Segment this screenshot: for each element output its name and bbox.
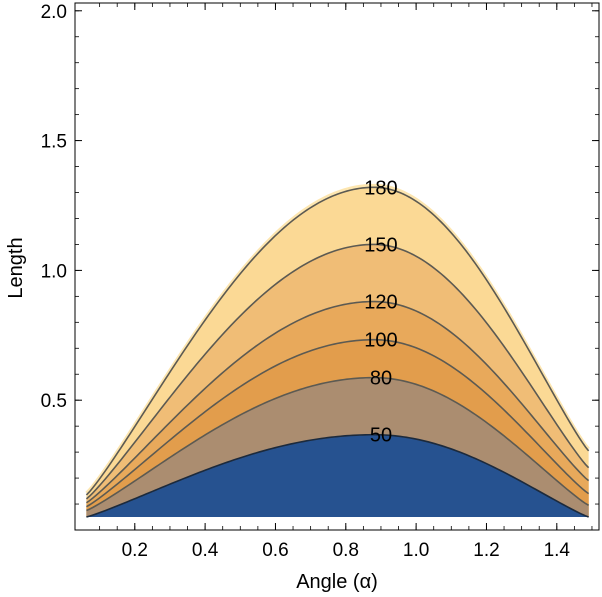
- contour-line-180: [85, 186, 590, 496]
- contour-label-120: 120: [364, 292, 397, 314]
- contour-line-150: [85, 243, 590, 500]
- x-tick-label: 1.2: [473, 540, 499, 561]
- contour-label-80: 80: [370, 368, 392, 390]
- x-tick-label: 0.6: [262, 540, 288, 561]
- contour-line-50: [86, 433, 589, 518]
- y-axis-ticks: 0.5 1.0 1.5 2.0: [41, 2, 599, 505]
- contour-top-halo: [85, 183, 590, 494]
- plot-frame: [74, 2, 600, 531]
- x-tick-label: 1.4: [544, 540, 571, 561]
- contour-band-50: [86, 434, 589, 518]
- contour-label-180: 180: [364, 177, 397, 199]
- contour-label-100: 100: [364, 330, 397, 352]
- contour-lines: [85, 186, 590, 518]
- x-tick-label: 0.8: [333, 540, 359, 561]
- contour-line-100: [86, 338, 590, 508]
- y-tick-label: 2.0: [41, 2, 67, 23]
- y-tick-label: 0.5: [41, 391, 67, 412]
- contour-line-80: [86, 376, 590, 512]
- y-tick-label: 1.5: [41, 132, 67, 153]
- x-tick-label: 0.4: [192, 540, 219, 561]
- y-tick-label: 1.0: [41, 261, 67, 282]
- contour-fills: [85, 183, 590, 518]
- x-tick-label: 1.0: [403, 540, 429, 561]
- contour-label-150: 150: [364, 234, 397, 256]
- x-tick-label: 0.2: [122, 540, 148, 561]
- contour-line-120: [85, 300, 590, 504]
- x-axis-ticks: 0.2 0.4 0.6 0.8 1.0 1.2 1.4: [99, 3, 593, 561]
- contour-label-50: 50: [370, 425, 392, 447]
- y-axis-label: Length: [5, 237, 27, 298]
- contour-labels: 50 80 100 120 150 180: [364, 177, 397, 446]
- x-axis-label: Angle (α): [296, 571, 378, 593]
